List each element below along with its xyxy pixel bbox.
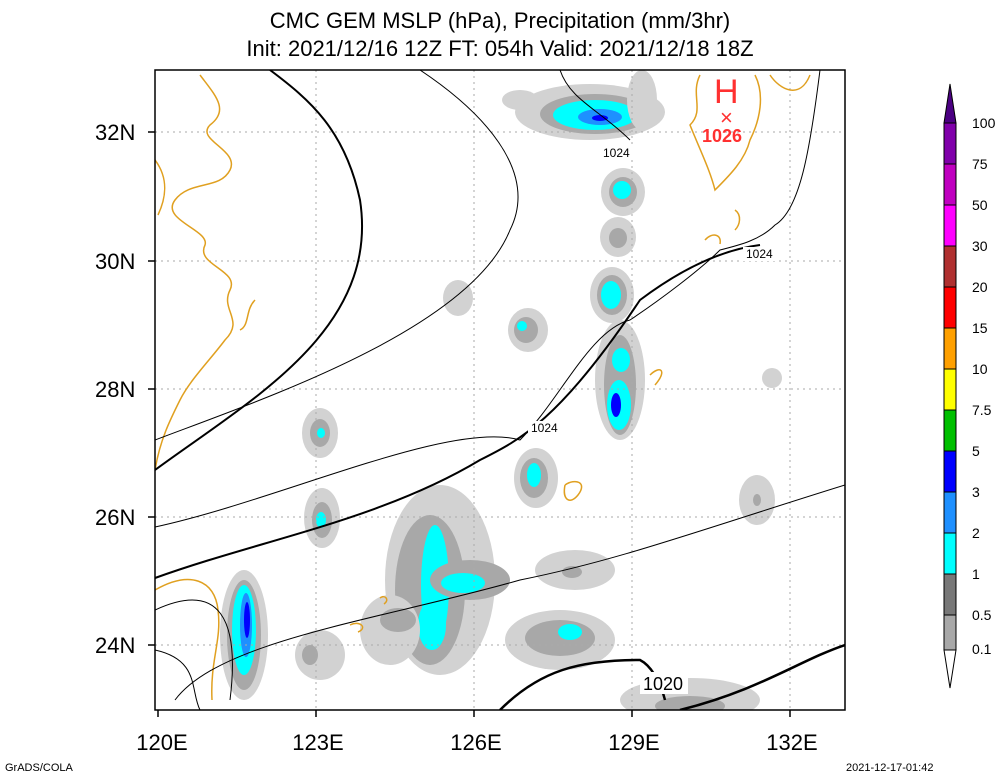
isobar-label: 1024	[531, 421, 558, 435]
colorbar-label: 30	[972, 238, 988, 254]
high-center-marker: ×	[720, 105, 733, 130]
lon-label-120e: 120E	[136, 730, 188, 755]
plot-frame	[154, 69, 846, 711]
isobar-label: 1020	[643, 674, 683, 694]
colorbar-label: 0.5	[972, 607, 992, 623]
colorbar-label: 10	[972, 361, 988, 377]
lon-label-129e: 129E	[608, 730, 660, 755]
map-subtitle: Init: 2021/12/16 12Z FT: 054h Valid: 202…	[246, 36, 754, 61]
lat-label-28n: 28N	[95, 377, 136, 402]
colorbar-label: 2	[972, 525, 980, 541]
lat-label-24n: 24N	[95, 633, 136, 658]
colorbar-label: 0.1	[972, 641, 992, 657]
lat-label-26n: 26N	[95, 505, 136, 530]
colorbar-label: 3	[972, 484, 980, 500]
isobar-label: 1024	[603, 146, 630, 160]
lon-label-123e: 123E	[292, 730, 344, 755]
lat-label-30n: 30N	[95, 249, 136, 274]
high-pressure-value: 1026	[702, 126, 742, 146]
precip-layer	[220, 70, 782, 710]
axis-ticks	[148, 131, 791, 717]
colorbar-label: 5	[972, 443, 980, 459]
colorbar-label: 20	[972, 279, 988, 295]
map-title: CMC GEM MSLP (hPa), Precipitation (mm/3h…	[269, 8, 731, 33]
high-pressure-symbol: H	[714, 73, 739, 111]
footer-timestamp: 2021-12-17-01:42	[846, 762, 934, 774]
lat-label-32n: 32N	[95, 120, 136, 145]
lon-label-126e: 126E	[450, 730, 502, 755]
colorbar-label: 75	[972, 156, 988, 172]
colorbar-label: 100	[972, 115, 996, 131]
lon-label-132e: 132E	[766, 730, 818, 755]
colorbar-label: 1	[972, 566, 980, 582]
colorbar-label: 15	[972, 320, 988, 336]
colorbar-label: 50	[972, 197, 988, 213]
isobar-label: 1024	[746, 247, 773, 261]
colorbar-label: 7.5	[972, 402, 992, 418]
footer-credit: GrADS/COLA	[5, 762, 73, 774]
colorbar	[943, 83, 957, 689]
isobars	[155, 70, 845, 710]
